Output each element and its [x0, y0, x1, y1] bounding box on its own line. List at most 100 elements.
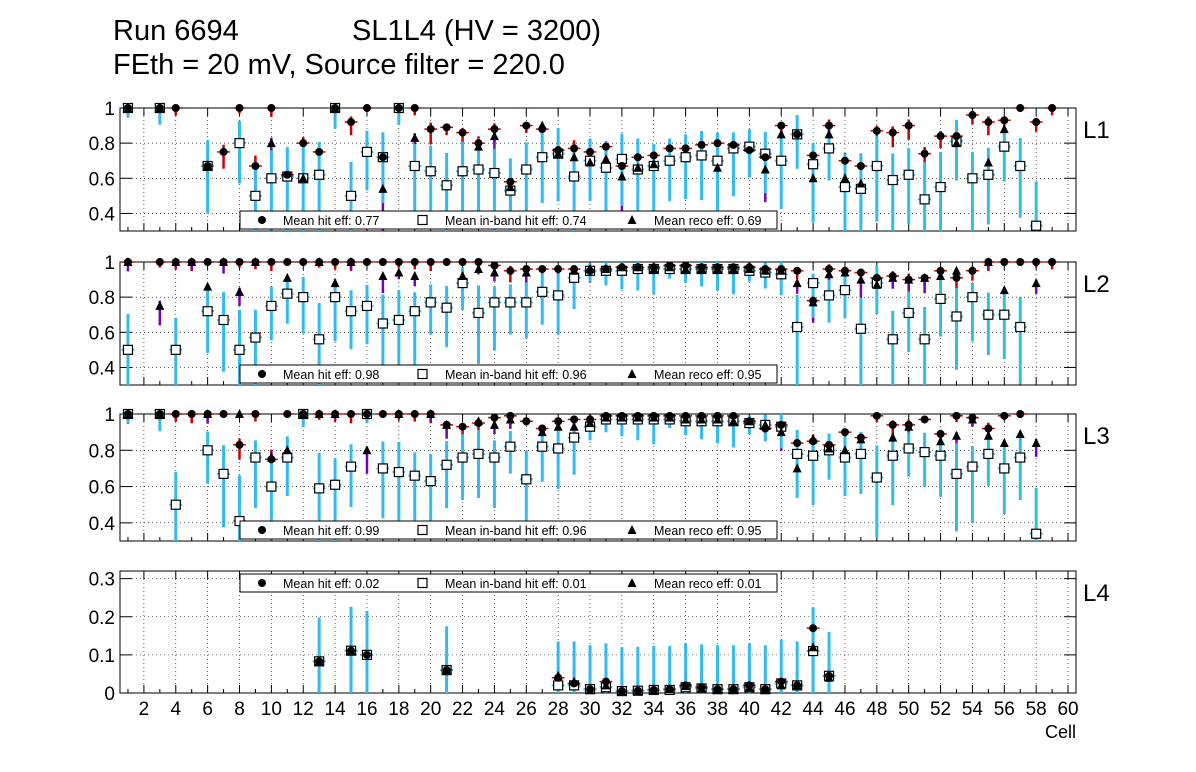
x-tick-label: 16	[356, 699, 377, 720]
y-tick-label: 0.6	[89, 169, 115, 190]
hit-eff-point	[601, 142, 610, 151]
inband-eff-point	[983, 309, 994, 320]
reco-eff-point	[760, 164, 770, 174]
hit-eff-point	[283, 258, 292, 266]
hit-eff-point	[872, 273, 881, 282]
hit-eff-point	[952, 273, 961, 282]
inband-eff-point	[568, 171, 580, 182]
inband-eff-point	[314, 334, 325, 345]
hit-eff-point	[347, 118, 356, 127]
hit-eff-point	[570, 679, 579, 688]
inband-eff-point	[999, 309, 1010, 320]
hit-eff-point	[665, 144, 674, 153]
hit-eff-point	[171, 104, 180, 112]
hit-eff-point	[825, 265, 834, 274]
hit-eff-point	[840, 266, 849, 275]
inband-eff-point	[823, 143, 835, 154]
legend-inband-marker	[417, 368, 428, 380]
hit-eff-point	[219, 410, 228, 418]
hit-eff-point	[649, 411, 658, 420]
y-tick-label: 0.3	[89, 570, 115, 591]
hit-eff-point	[251, 258, 260, 266]
inband-eff-point	[361, 146, 373, 158]
hit-eff-point	[506, 177, 515, 186]
hit-eff-point	[171, 410, 180, 418]
hit-eff-point	[936, 132, 945, 141]
inband-eff-point	[266, 173, 277, 184]
hit-eff-point	[235, 440, 244, 449]
hit-eff-point	[793, 681, 802, 690]
hit-eff-point	[697, 140, 706, 149]
inband-eff-point	[122, 344, 134, 355]
reco-eff-point	[378, 183, 388, 193]
legend-hit-marker	[258, 526, 266, 534]
legend-hit-marker	[258, 579, 266, 587]
hit-eff-point	[458, 422, 467, 431]
superlayer-title: SL1L4 (HV = 3200)	[352, 15, 602, 47]
hit-eff-point	[538, 125, 547, 134]
inband-eff-point	[282, 452, 293, 463]
legend-frame	[239, 210, 778, 230]
hit-eff-point	[442, 666, 451, 675]
inband-eff-point	[537, 152, 548, 163]
hit-eff-point	[761, 265, 770, 274]
hit-eff-point	[474, 419, 483, 428]
inband-eff-point	[887, 450, 898, 461]
reco-eff-point	[266, 138, 276, 148]
inband-eff-point	[345, 306, 357, 317]
inband-eff-point	[489, 167, 500, 179]
hit-eff-point	[522, 417, 531, 426]
inband-eff-point	[807, 159, 819, 170]
inband-eff-point	[983, 169, 994, 180]
hit-eff-point	[888, 272, 897, 281]
hit-eff-point	[554, 265, 563, 274]
hit-eff-point	[299, 410, 308, 418]
legend-inband-marker	[417, 577, 428, 589]
panel-frame	[119, 413, 1077, 542]
inband-eff-point	[839, 452, 851, 463]
hit-eff-point	[984, 258, 993, 266]
hit-eff-point	[1000, 411, 1009, 420]
inband-eff-point	[425, 166, 436, 177]
reco-eff-point	[505, 182, 515, 192]
inband-eff-point	[807, 277, 819, 289]
hit-eff-point	[203, 258, 212, 266]
reco-eff-point	[983, 430, 993, 440]
reco-eff-point	[489, 419, 499, 429]
inband-eff-point	[792, 321, 803, 333]
hit-eff-point	[378, 258, 387, 266]
hit-eff-point	[506, 411, 515, 420]
legend-reco-label: Mean reco eff: 0.69	[654, 214, 762, 228]
hit-eff-point	[793, 439, 802, 448]
inband-eff-point	[903, 169, 914, 180]
inband-eff-point	[935, 181, 946, 193]
inband-eff-point	[521, 164, 532, 175]
inband-eff-point	[903, 443, 914, 454]
reco-eff-point	[952, 430, 961, 440]
hit-eff-point	[426, 410, 435, 418]
reco-eff-point	[824, 129, 834, 139]
hit-eff-point	[331, 258, 340, 266]
hit-eff-point	[904, 275, 913, 284]
hit-eff-point	[155, 258, 164, 266]
inband-eff-point	[967, 173, 978, 184]
hit-eff-point	[426, 125, 435, 134]
inband-eff-point	[951, 311, 962, 322]
reco-eff-point	[569, 421, 579, 431]
x-tick-label: 4	[170, 699, 181, 720]
x-tick-label: 8	[234, 699, 245, 720]
inband-eff-point	[361, 300, 373, 312]
x-tick-label: 46	[834, 699, 855, 720]
legend-frame	[239, 573, 778, 593]
hit-eff-point	[426, 258, 435, 266]
threshold-title: FEth = 20 mV, Source filter = 220.0	[113, 49, 565, 81]
hit-eff-point	[1032, 118, 1041, 127]
hit-eff-point	[952, 411, 961, 420]
hit-eff-point	[458, 258, 467, 266]
inband-eff-point	[919, 194, 930, 205]
inband-eff-point	[839, 181, 851, 193]
inband-eff-point	[553, 680, 564, 691]
hit-eff-point	[315, 657, 324, 666]
legend-hit-label: Mean hit eff: 0.02	[283, 577, 379, 591]
inband-eff-point	[1015, 160, 1026, 172]
